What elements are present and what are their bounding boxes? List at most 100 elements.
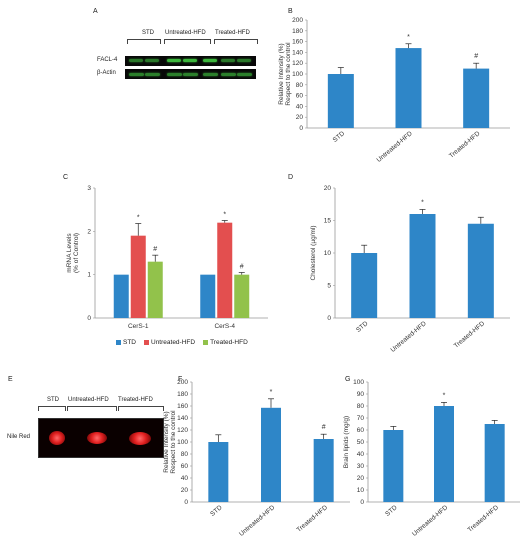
legend-label-std: STD — [123, 339, 136, 346]
y-tick-label: 160 — [292, 39, 303, 46]
y-tick-label: 180 — [177, 391, 188, 398]
chart-c-legend: STD Untreated-HFD Treated-HFD — [116, 339, 248, 346]
blot-strip-actin — [125, 69, 256, 79]
nile-red-stain — [129, 431, 151, 445]
significance-marker: # — [474, 53, 478, 60]
y-tick-label: 20 — [324, 185, 332, 192]
panel-letter-e: E — [8, 376, 13, 383]
panel-letter-b: B — [288, 8, 293, 15]
bar-std — [208, 442, 229, 502]
significance-marker: # — [240, 264, 244, 271]
y-tick-label: 60 — [181, 463, 189, 470]
bar-untreated-hfd — [395, 48, 422, 128]
blot-bracket-untreated — [164, 39, 211, 44]
blot-band — [167, 59, 181, 62]
legend-item-untreated: Untreated-HFD — [144, 339, 195, 346]
bar-std — [327, 74, 354, 128]
blot-band — [221, 73, 236, 76]
y-tick-label: 20 — [181, 487, 189, 494]
y-tick-label: 40 — [296, 103, 304, 110]
y-axis-label-line: mRNA Levels — [66, 233, 73, 273]
blot-bracket-std — [127, 39, 161, 44]
nile-col-untreated: Untreated-HFD — [68, 397, 109, 403]
significance-marker: * — [421, 199, 424, 206]
bar-treated-hfd — [463, 68, 490, 128]
legend-label-treated: Treated-HFD — [210, 339, 248, 346]
blot-band — [203, 73, 218, 76]
panel-letter-f: F — [178, 376, 183, 383]
nile-bracket-untreated — [67, 406, 117, 411]
blot-band — [237, 73, 252, 76]
y-tick-label: 120 — [292, 60, 303, 67]
y-tick-label: 90 — [357, 391, 365, 398]
bar-std — [351, 253, 378, 318]
y-tick-label: 3 — [87, 185, 91, 192]
nile-col-std: STD — [47, 397, 59, 403]
bar-treated-hfd — [467, 223, 494, 318]
y-tick-label: 50 — [357, 439, 365, 446]
blot-band — [237, 59, 251, 62]
y-tick-label: 20 — [357, 475, 365, 482]
bar-untreated-hfd — [261, 407, 281, 502]
significance-marker: * — [407, 34, 410, 41]
blot-band — [221, 59, 235, 62]
y-tick-label: 100 — [177, 439, 188, 446]
blot-band — [129, 73, 144, 76]
y-tick-label: 0 — [299, 125, 303, 132]
legend-swatch-treated — [203, 340, 209, 345]
y-tick-label: 80 — [357, 403, 365, 410]
nile-bracket-std — [38, 406, 66, 411]
blot-strip-facl4 — [125, 56, 256, 66]
y-axis-label-line: Relative Intensity (%) — [163, 411, 170, 472]
y-axis-label-line: Respect to the control — [285, 42, 292, 106]
y-tick-label: 5 — [327, 283, 331, 290]
x-tick-label: STD — [384, 504, 399, 518]
bar-treated-hfd — [313, 439, 334, 502]
significance-marker: * — [223, 212, 226, 219]
blot-col-std: STD — [142, 30, 154, 36]
bar-treated-hfd — [484, 424, 505, 502]
y-axis-label-line: Respect to the control — [170, 410, 177, 474]
y-tick-label: 100 — [292, 71, 303, 78]
bar-treated-hfd-cers-1 — [147, 261, 163, 318]
x-tick-label: CerS-4 — [214, 323, 235, 330]
x-tick-label: Untreated-HFD — [411, 504, 449, 538]
blot-band — [203, 59, 217, 62]
y-tick-label: 0 — [184, 499, 188, 506]
y-tick-label: 40 — [357, 451, 365, 458]
y-tick-label: 140 — [292, 49, 303, 56]
bar-untreated-hfd-cers-1 — [130, 235, 146, 318]
y-tick-label: 200 — [177, 379, 188, 386]
x-tick-label-text: Treated-HFD — [467, 504, 501, 534]
legend-swatch-untreated — [144, 340, 149, 345]
significance-marker: * — [270, 389, 273, 396]
significance-marker: # — [322, 424, 326, 431]
y-tick-label: 0 — [360, 499, 364, 506]
blot-row-actin: β-Actin — [97, 70, 116, 76]
y-tick-label: 10 — [324, 250, 332, 257]
y-tick-label: 160 — [177, 403, 188, 410]
bar-std — [383, 430, 404, 502]
y-tick-label: 0 — [87, 315, 91, 322]
blot-band — [129, 59, 143, 62]
y-axis-label: Cholesterol (µg/ml) — [310, 225, 317, 280]
y-axis-label: mRNA Levels (% of Control) — [66, 233, 80, 273]
legend-swatch-std — [116, 340, 121, 345]
y-tick-label: 0 — [327, 315, 331, 322]
blot-row-facl4: FACL-4 — [97, 57, 118, 63]
y-axis-label-line: Brain lipids (mg/g) — [343, 416, 350, 468]
bar-std-cers-1 — [113, 274, 129, 318]
blot-band — [183, 73, 198, 76]
panel-letter-a: A — [93, 8, 98, 15]
blot-bracket-treated — [214, 39, 258, 44]
y-tick-label: 20 — [296, 114, 304, 121]
panel-letter-d: D — [288, 174, 294, 181]
y-tick-label: 120 — [177, 427, 188, 434]
x-tick-label-text: STD — [384, 504, 399, 518]
y-axis-label: Relative Intensity (%) Respect to the con… — [163, 410, 177, 474]
y-axis-label-line: Relative Intensity (%) — [278, 43, 285, 104]
panel-letter-g: G — [345, 376, 351, 383]
